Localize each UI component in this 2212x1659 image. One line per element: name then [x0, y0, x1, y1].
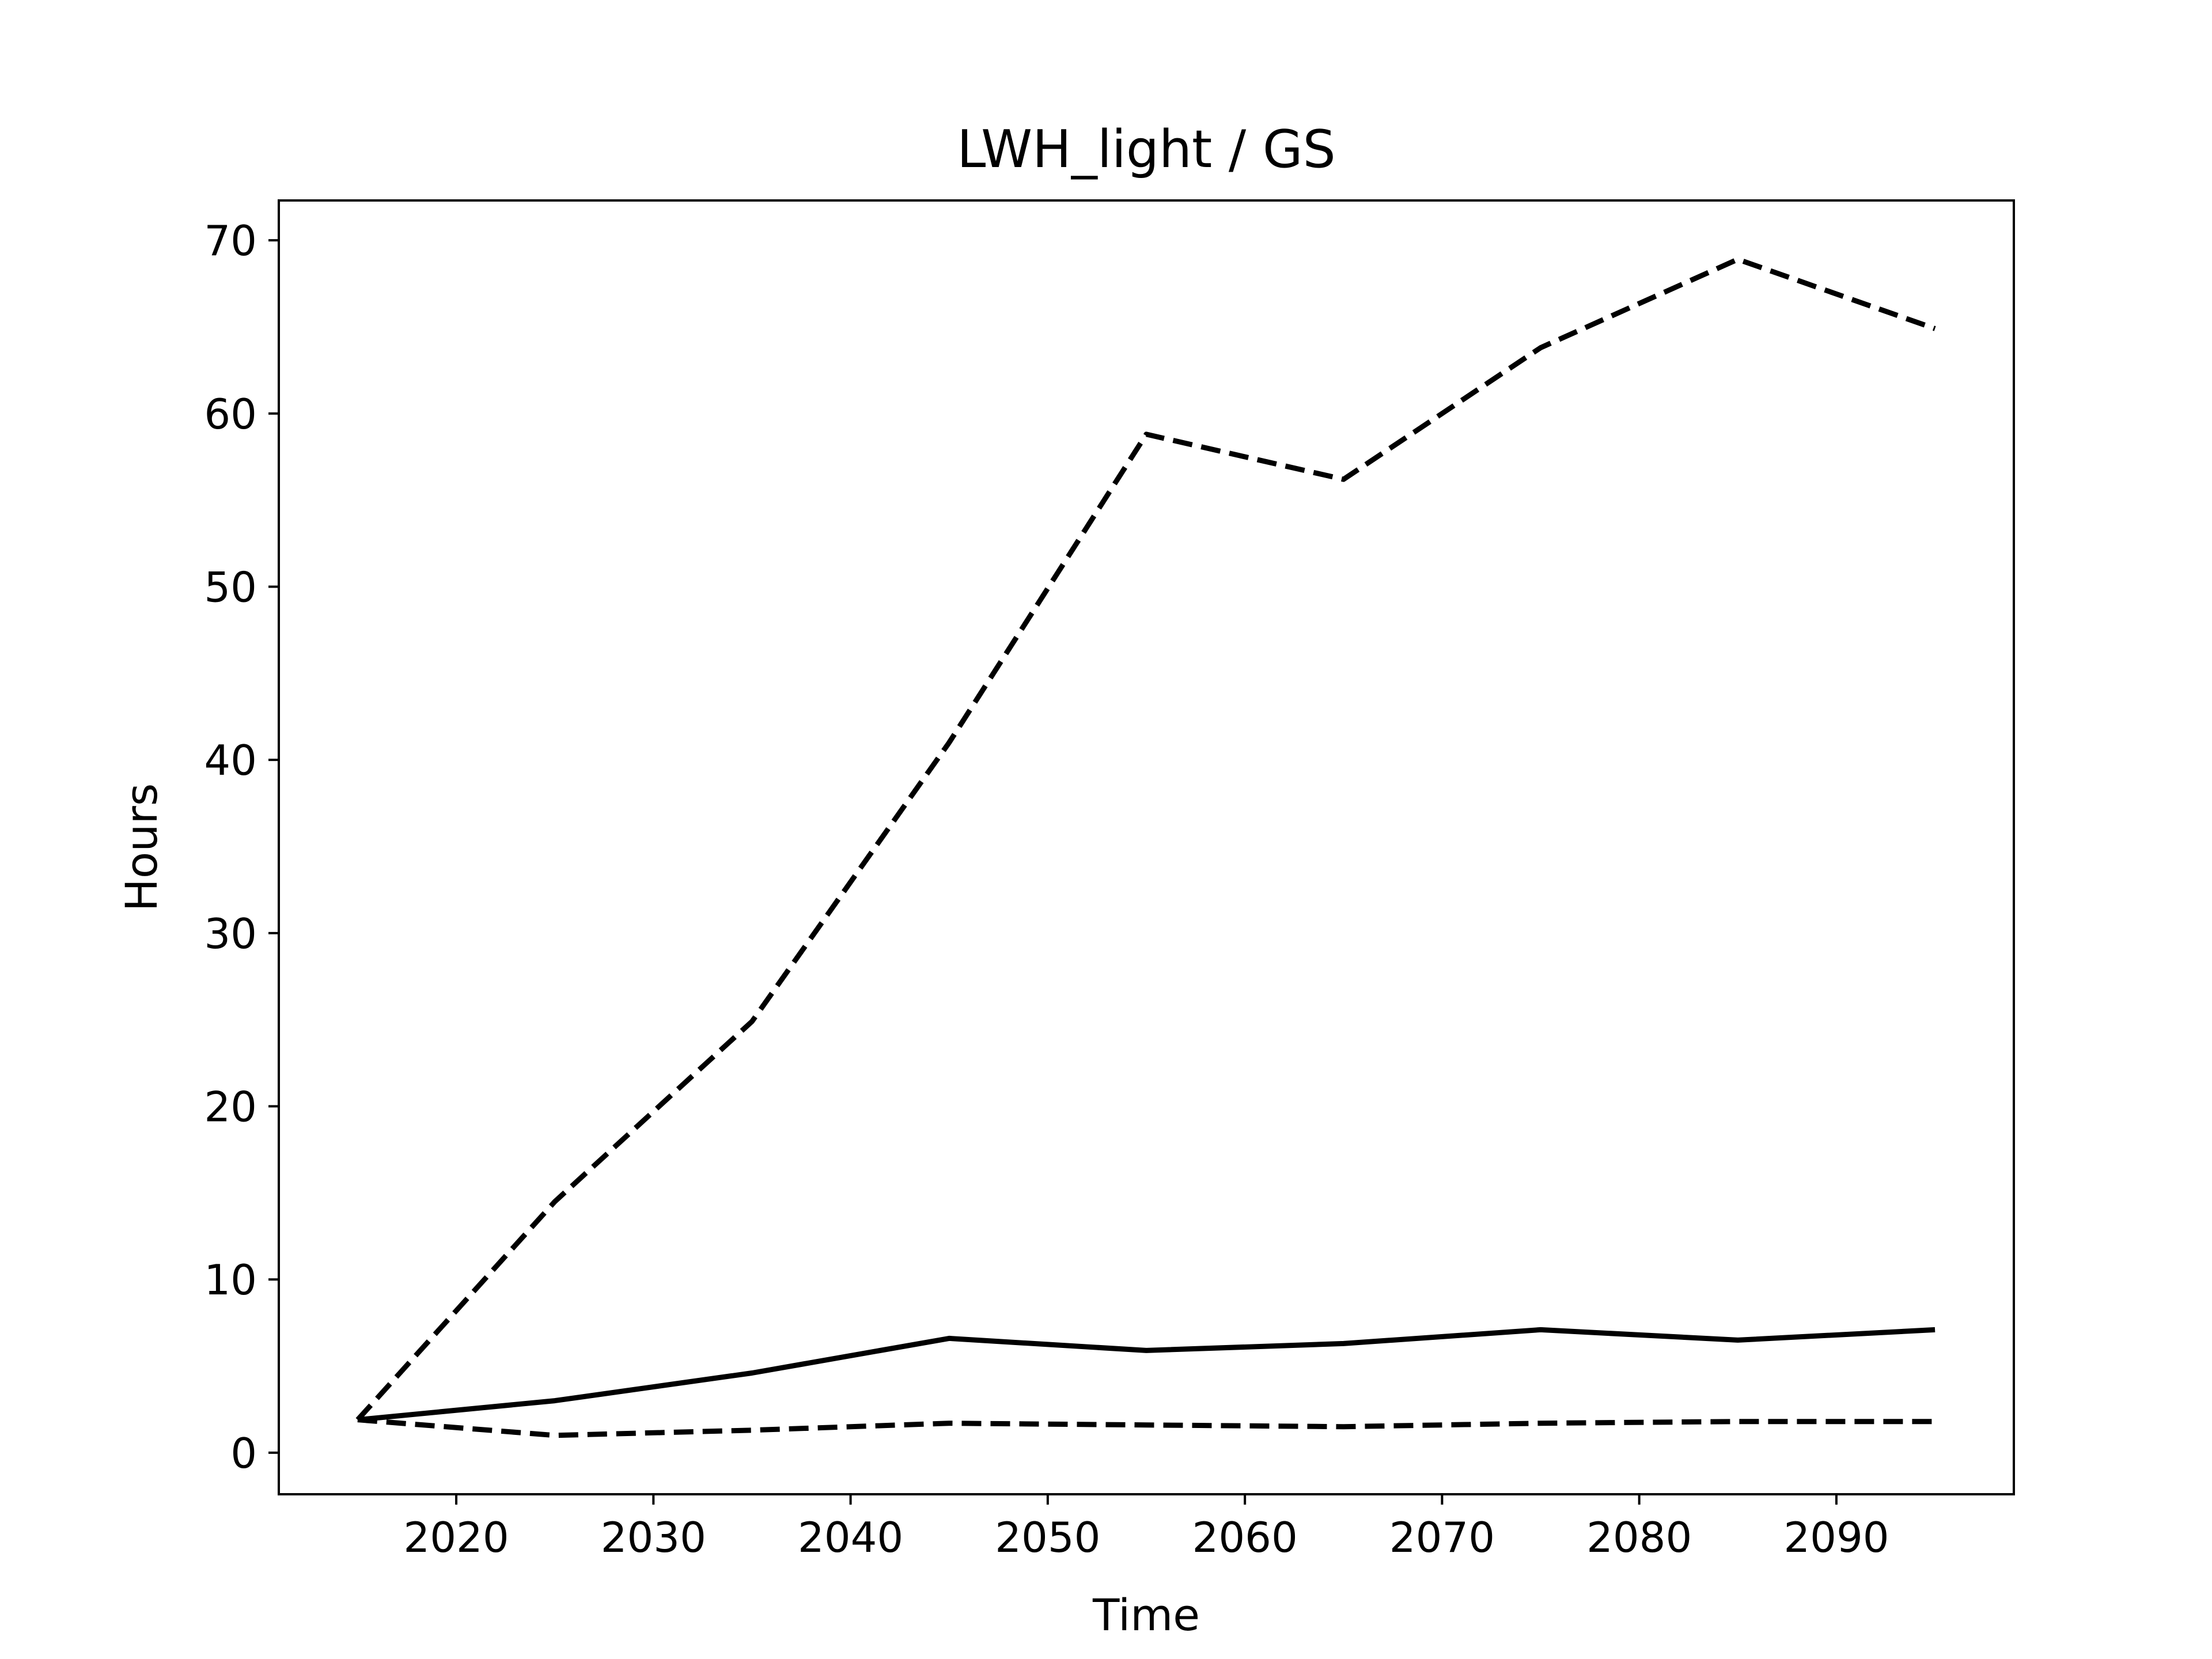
- x-tick-label: 2080: [1586, 1513, 1692, 1562]
- axes-frame: [278, 199, 2015, 1495]
- x-axis-label: Time: [1092, 1589, 1200, 1641]
- x-tick-label: 2070: [1389, 1513, 1495, 1562]
- y-tick-label: 20: [204, 1083, 257, 1131]
- y-axis-label: Hours: [116, 783, 167, 912]
- x-axis: 2020 2030 2040 2050 2060 2070 2080 2090: [403, 1494, 1889, 1562]
- y-tick-label: 0: [230, 1429, 257, 1478]
- x-tick-label: 2040: [798, 1513, 903, 1562]
- y-tick-label: 30: [204, 910, 257, 958]
- series-line-2: [355, 256, 1936, 1422]
- series-line-3: [357, 1417, 1936, 1438]
- y-tick-label: 40: [204, 736, 257, 785]
- x-tick-label: 2090: [1783, 1513, 1889, 1562]
- x-tick-label: 2060: [1192, 1513, 1298, 1562]
- y-axis: 0 10 20 30 40 50 60 70: [204, 217, 279, 1478]
- x-tick-label: 2020: [403, 1513, 509, 1562]
- y-tick-label: 70: [204, 217, 257, 265]
- series-line-1: [357, 1327, 1936, 1423]
- plot-area: [355, 256, 1936, 1438]
- x-tick-label: 2030: [601, 1513, 706, 1562]
- y-tick-label: 10: [204, 1256, 257, 1304]
- x-tick-label: 2050: [995, 1513, 1100, 1562]
- y-tick-label: 50: [204, 563, 257, 611]
- chart-title: LWH_light / GS: [957, 119, 1335, 180]
- y-tick-label: 60: [204, 390, 257, 438]
